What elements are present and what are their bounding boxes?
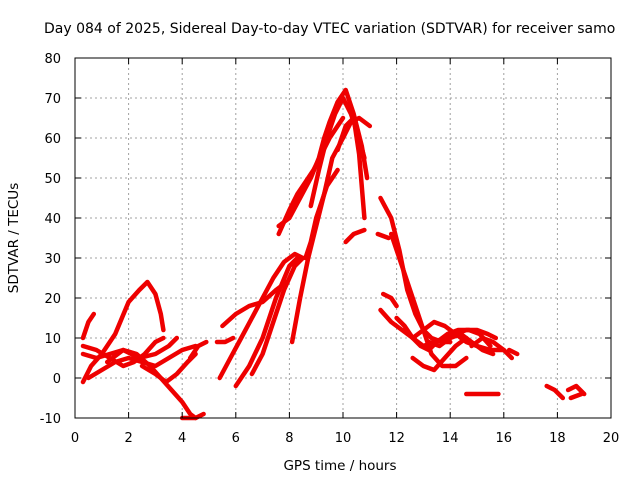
y-axis-ticks: -10 0 10 20 30 40 50 60 70 80 xyxy=(40,52,611,427)
series-track-10 xyxy=(214,335,236,345)
y-tick-label: 20 xyxy=(44,292,61,307)
chart-title: Day 084 of 2025, Sidereal Day-to-day VTE… xyxy=(44,21,615,37)
series-track-14 xyxy=(249,255,306,377)
x-tick-label: 2 xyxy=(124,431,132,446)
y-tick-label: 40 xyxy=(44,212,61,227)
series-track-30 xyxy=(426,331,496,357)
series-track-31 xyxy=(469,335,515,361)
series-track-12 xyxy=(233,255,300,389)
x-tick-label: 4 xyxy=(178,431,186,446)
series-track-23 xyxy=(375,231,391,241)
series-track-21 xyxy=(343,227,367,245)
x-tick-label: 8 xyxy=(285,431,293,446)
series-track-19 xyxy=(303,167,340,261)
y-tick-label: 30 xyxy=(44,252,61,267)
x-tick-label: 18 xyxy=(549,431,566,446)
y-tick-label: 0 xyxy=(53,372,61,387)
series-track-13 xyxy=(217,251,306,381)
x-tick-label: 16 xyxy=(496,431,513,446)
series-track-3 xyxy=(80,335,166,369)
x-tick-label: 10 xyxy=(335,431,352,446)
x-tick-label: 14 xyxy=(442,431,459,446)
series-track-32 xyxy=(506,347,520,357)
x-tick-label: 6 xyxy=(232,431,240,446)
x-tick-label: 12 xyxy=(388,431,405,446)
series-track-34 xyxy=(544,383,566,401)
y-tick-label: 70 xyxy=(44,92,61,107)
series-track-28 xyxy=(402,327,493,353)
series-track-20 xyxy=(335,115,367,221)
y-tick-label: 60 xyxy=(44,132,61,147)
data-series xyxy=(80,87,587,421)
y-axis-label: SDTVAR / TECUs xyxy=(6,183,22,293)
series-track-5 xyxy=(86,343,198,381)
y-tick-label: -10 xyxy=(40,412,61,427)
series-track-36 xyxy=(568,391,584,401)
x-axis-ticks: 0 2 4 6 8 10 12 14 16 18 20 xyxy=(71,58,619,446)
y-tick-label: 10 xyxy=(44,332,61,347)
x-tick-label: 20 xyxy=(603,431,620,446)
series-track-35 xyxy=(565,383,587,397)
x-axis-label: GPS time / hours xyxy=(283,458,396,474)
series-track-24 xyxy=(380,291,399,309)
x-tick-label: 0 xyxy=(71,431,79,446)
series-track-9 xyxy=(187,339,209,361)
series-track-1 xyxy=(80,311,97,341)
y-tick-label: 50 xyxy=(44,172,61,187)
y-tick-label: 80 xyxy=(44,52,61,67)
series-track-29 xyxy=(410,335,469,373)
series-track-7 xyxy=(139,351,198,385)
